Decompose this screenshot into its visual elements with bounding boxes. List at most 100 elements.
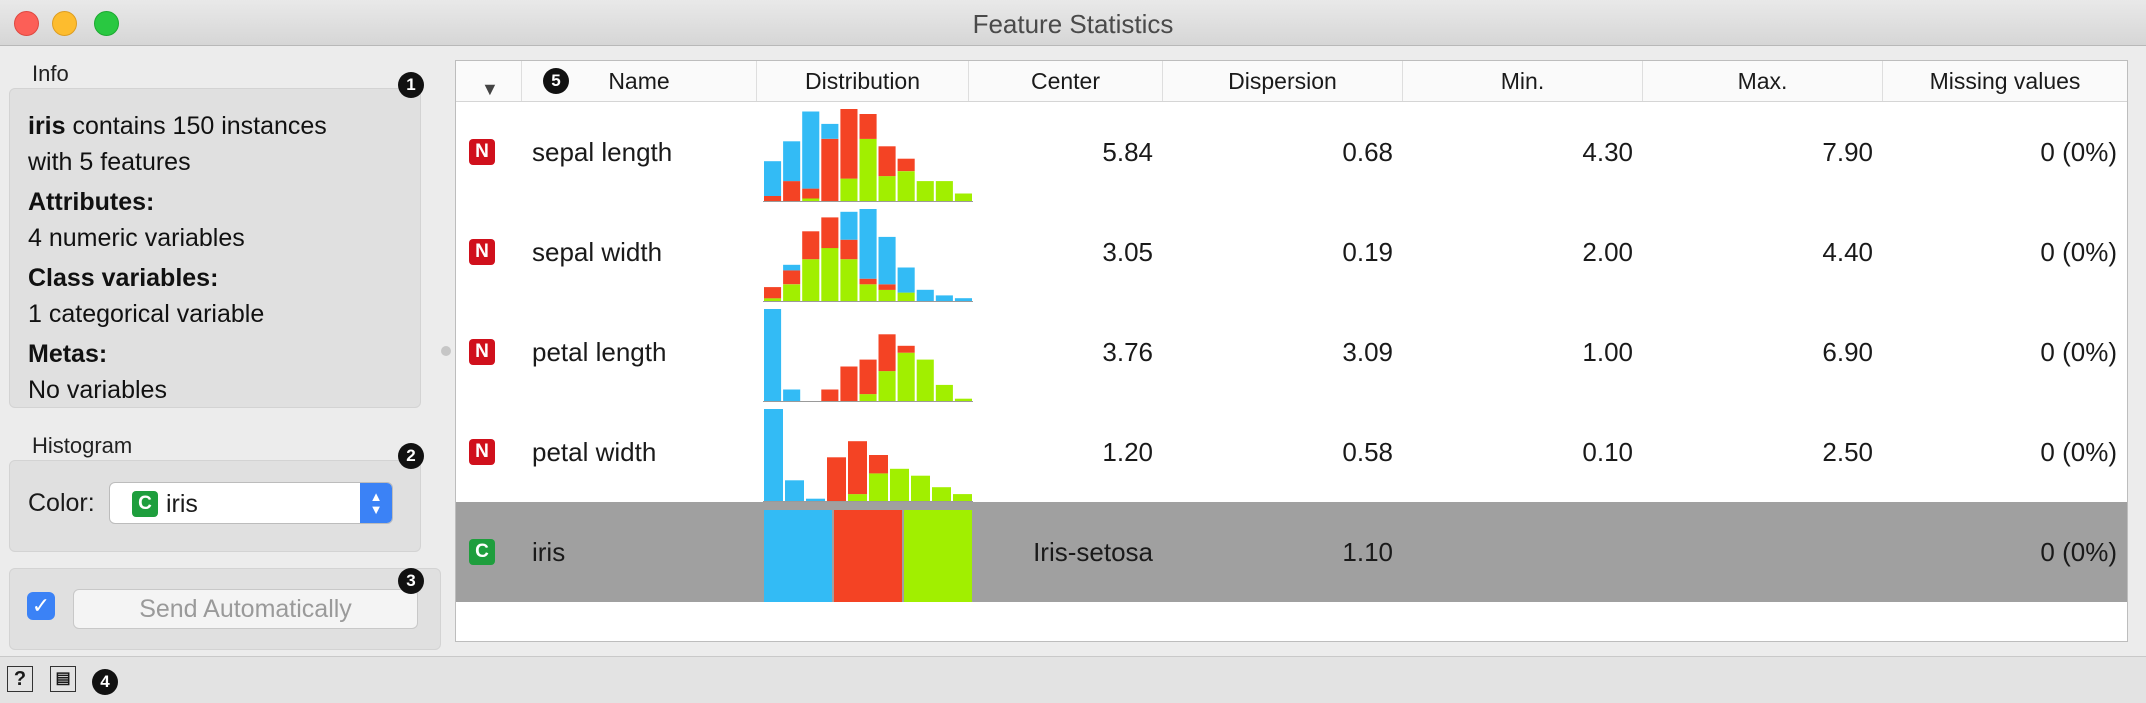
histogram-bar-segment [932,487,951,501]
numeric-variable-icon: N [469,439,495,465]
histogram-bar-segment [878,146,896,177]
distribution-histogram [763,202,973,302]
histogram-bar-segment [848,441,867,495]
histogram-bar-segment [764,510,832,602]
attributes-label: Attributes: [28,188,155,216]
histogram-bar-segment [802,198,820,201]
callout-badge-3: 3 [398,568,424,594]
close-window-button[interactable] [14,11,39,36]
histogram-bar-segment [827,457,846,501]
histogram-bar-segment [859,359,877,395]
info-line-features: with 5 features [28,148,191,176]
histogram-bar-segment [783,270,801,285]
histogram-bar-segment [840,239,858,260]
feature-center: 3.76 [1102,337,1153,367]
feature-name: sepal length [532,137,673,167]
column-header-max[interactable]: Max. [1643,61,1883,101]
histogram-bar-segment [878,284,896,290]
histogram-bar-segment [764,298,782,301]
histogram-bar-segment [890,468,909,501]
histogram-bar-segment [821,138,839,201]
histogram-bar-segment [802,188,820,199]
zoom-window-button[interactable] [94,11,119,36]
histogram-bar-segment [859,284,877,301]
color-combobox-value: iris [166,490,198,518]
sort-descending-icon: ▼ [481,79,499,99]
column-header-min[interactable]: Min. [1403,61,1643,101]
column-header-min-label: Min. [1500,68,1545,94]
feature-dispersion: 1.10 [1342,537,1393,567]
attributes-value: 4 numeric variables [28,224,245,252]
histogram-bar-segment [764,309,782,401]
histogram-bar-segment [802,259,820,301]
feature-name: sepal width [532,237,663,267]
feature-dispersion: 0.68 [1342,137,1393,167]
help-icon[interactable]: ? [7,666,33,692]
histogram-box-label: Histogram [32,433,133,458]
feature-min: 2.00 [1582,237,1633,267]
histogram-bar-segment [859,278,877,285]
histogram-bar-segment [821,389,839,401]
column-header-missing[interactable]: Missing values [1883,61,2127,101]
feature-name: iris [532,537,566,567]
feature-dispersion: 0.19 [1342,237,1393,267]
histogram-bar-segment [840,211,858,240]
distribution-histogram [763,102,973,202]
histogram-bar-segment [840,259,858,301]
histogram-bar-segment [897,267,915,293]
histogram-bar-segment [911,475,930,501]
histogram-bar-segment [859,114,877,139]
feature-center: 1.20 [1102,437,1153,467]
histogram-svg [763,109,973,202]
class-variables-label: Class variables: [28,264,219,292]
color-label: Color: [28,489,95,517]
distribution-histogram [763,402,973,502]
histogram-bar-segment [869,473,888,501]
class-variables-value: 1 categorical variable [28,300,265,328]
feature-center: 5.84 [1102,137,1153,167]
color-combobox[interactable]: C iris ▲ ▼ [109,482,393,524]
numeric-variable-icon: N [469,339,495,365]
status-bar: ? ▤ 4 [0,656,2146,703]
send-automatically-button[interactable]: Send Automatically [73,589,418,629]
histogram-svg [763,409,973,502]
column-header-distribution[interactable]: Distribution [757,61,969,101]
up-down-chevron-icon[interactable]: ▲ ▼ [360,483,392,523]
column-header-name[interactable]: Name [522,61,757,101]
histogram-bar-segment [954,193,972,201]
histogram-bar-segment [904,510,972,602]
histogram-bar-segment [897,345,915,353]
histogram-bar-segment [783,141,801,182]
feature-missing-values: 0 (0%) [2040,337,2117,367]
histogram-svg [763,209,973,302]
feature-max: 6.90 [1822,337,1873,367]
distribution-histogram [763,302,973,402]
feature-dispersion: 0.58 [1342,437,1393,467]
sort-header[interactable]: ▼ [456,61,522,101]
histogram-bar-segment [859,138,877,201]
histogram-bar-segment [783,284,801,301]
title-bar: Feature Statistics [0,0,2146,46]
histogram-bar-segment [840,178,858,201]
minimize-window-button[interactable] [52,11,77,36]
report-icon[interactable]: ▤ [50,666,76,692]
splitter-handle[interactable] [441,346,451,356]
info-box [9,88,421,408]
column-header-center[interactable]: Center [969,61,1163,101]
send-automatically-checkbox[interactable]: ✓ [27,592,55,620]
column-header-dispersion[interactable]: Dispersion [1163,61,1403,101]
feature-missing-values: 0 (0%) [2040,137,2117,167]
histogram-bar-segment [840,109,858,179]
histogram-bar-segment [859,394,877,401]
numeric-variable-icon: N [469,139,495,165]
histogram-bar-segment [954,298,972,301]
column-header-dispersion-label: Dispersion [1228,68,1337,94]
table-header: ▼ Name Distribution Center Dispersion Mi… [456,61,2127,102]
histogram-bar-segment [783,181,801,201]
distribution-histogram [763,502,973,602]
